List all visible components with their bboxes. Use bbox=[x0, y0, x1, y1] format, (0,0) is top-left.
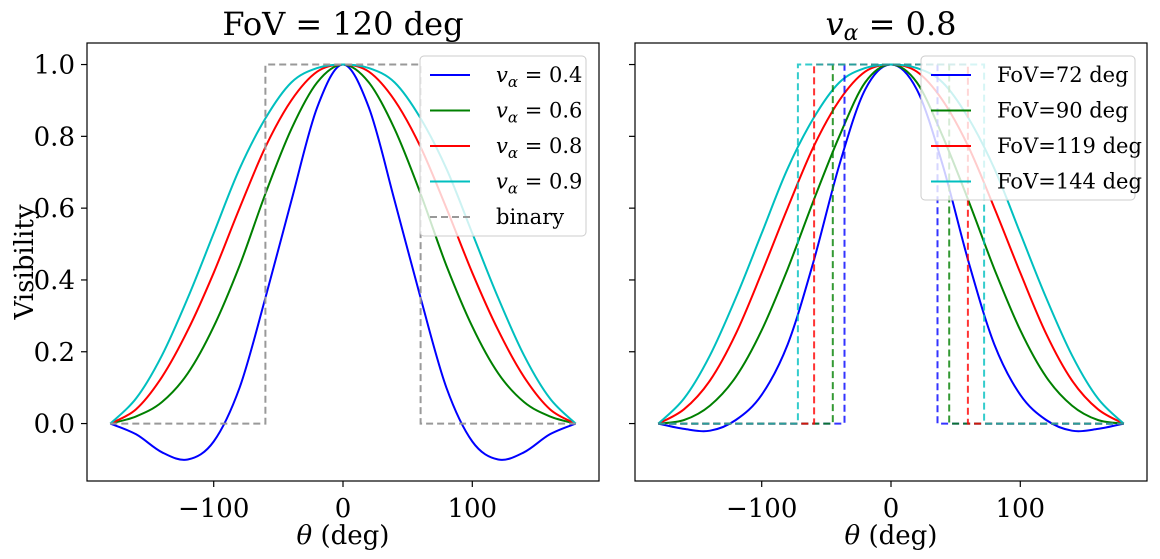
x-tick-label: 100 bbox=[447, 494, 497, 524]
legend-label: FoV=119 deg bbox=[997, 134, 1142, 158]
legend-label: FoV=72 deg bbox=[997, 63, 1129, 87]
y-tick-label: 1.0 bbox=[34, 51, 75, 81]
legend: vα = 0.4 vα = 0.6 vα = 0.8 vα = 0.9 binary bbox=[419, 55, 587, 237]
y-tick-label: 0.8 bbox=[34, 122, 75, 152]
legend-label: vα = 0.9 bbox=[496, 170, 582, 198]
x-tick-label: 100 bbox=[995, 494, 1045, 524]
legend-box bbox=[419, 55, 587, 237]
y-tick-label: 0.0 bbox=[34, 410, 75, 440]
y-tick-label: 0.4 bbox=[34, 266, 75, 296]
series-line-4 bbox=[109, 63, 577, 425]
legend-label: vα = 0.4 bbox=[496, 63, 582, 91]
series-line-4 bbox=[657, 63, 1125, 425]
chart-panel-2: −100 0 100 θ (deg) vα = 0.8 FoV=72 deg FoV=90 … bbox=[629, 5, 1148, 551]
y-tick-label: 0.6 bbox=[34, 194, 75, 224]
legend: FoV=72 deg FoV=90 deg FoV=119 deg FoV=144 d… bbox=[920, 55, 1142, 201]
chart-panel-1: −100 0 100 0.0 0.2 0.4 0.6 0.8 1.0 θ (deg) Visibil… bbox=[10, 5, 600, 551]
series-lines bbox=[657, 63, 1125, 433]
x-tick-label: −100 bbox=[726, 494, 797, 524]
series-line-8 bbox=[658, 63, 1124, 425]
x-axis-title: θ (deg) bbox=[297, 521, 390, 551]
x-axis-title: θ (deg) bbox=[845, 521, 938, 551]
chart-title: vα = 0.8 bbox=[826, 5, 957, 46]
legend-label: vα = 0.8 bbox=[496, 134, 582, 162]
y-tick-label: 0.2 bbox=[34, 338, 75, 368]
chart-title: FoV = 120 deg bbox=[222, 5, 463, 43]
legend-label: binary bbox=[496, 205, 564, 229]
y-axis-title: Visibility bbox=[10, 204, 40, 320]
x-tick-label: −100 bbox=[178, 494, 249, 524]
legend-box bbox=[920, 55, 1136, 201]
x-tick-label: 0 bbox=[335, 494, 352, 524]
legend-label: FoV=90 deg bbox=[997, 99, 1129, 123]
x-tick-label: 0 bbox=[883, 494, 900, 524]
legend-label: vα = 0.6 bbox=[496, 99, 582, 127]
series-lines bbox=[109, 63, 577, 461]
legend-label: FoV=144 deg bbox=[997, 170, 1142, 194]
